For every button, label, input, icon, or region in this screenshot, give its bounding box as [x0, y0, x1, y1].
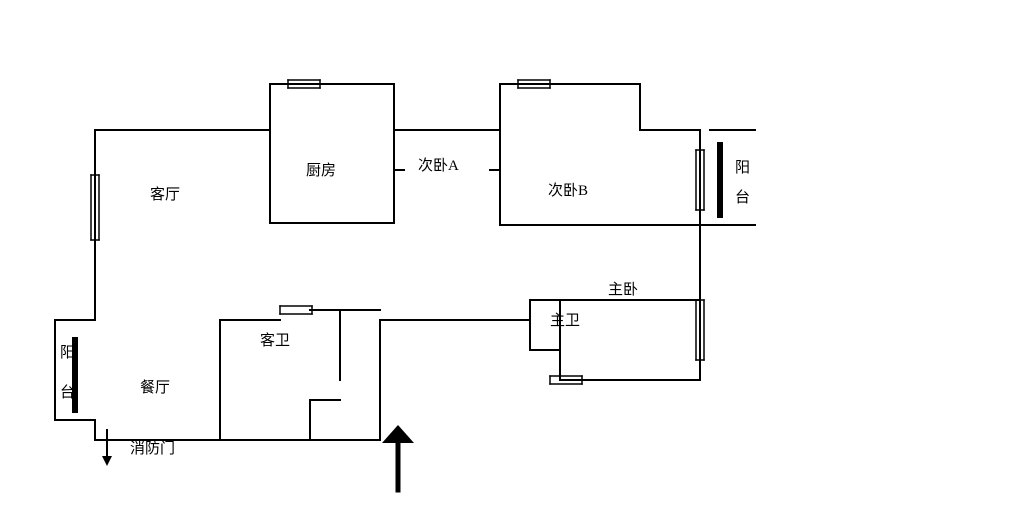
label-bedB: 次卧B: [548, 182, 588, 199]
label-balcony-right-top: 阳: [735, 159, 750, 176]
entry-arrow: [102, 425, 414, 490]
label-kitchen: 厨房: [306, 162, 336, 179]
label-guest-bath: 客卫: [260, 332, 290, 349]
label-balcony-left-bot: 台: [60, 384, 75, 401]
label-fire-door: 消防门: [130, 440, 175, 457]
label-balcony-left-top: 阳: [60, 344, 75, 361]
thick-lines: [75, 145, 720, 410]
label-master: 主卧: [608, 281, 638, 298]
floor-plan: 客厅 餐厅 厨房 次卧A 次卧B 主卧 客卫 主卫 阳 台 阳 台 消防门: [0, 0, 1033, 519]
label-living: 客厅: [150, 186, 180, 203]
label-balcony-right-bot: 台: [735, 189, 750, 206]
windows: [91, 80, 704, 384]
label-bedA: 次卧A: [418, 157, 459, 174]
label-master-bath: 主卫: [550, 312, 580, 329]
label-dining: 餐厅: [140, 379, 170, 396]
room-labels: 客厅 餐厅 厨房 次卧A 次卧B 主卧 客卫 主卫 阳 台 阳 台 消防门: [60, 157, 750, 457]
